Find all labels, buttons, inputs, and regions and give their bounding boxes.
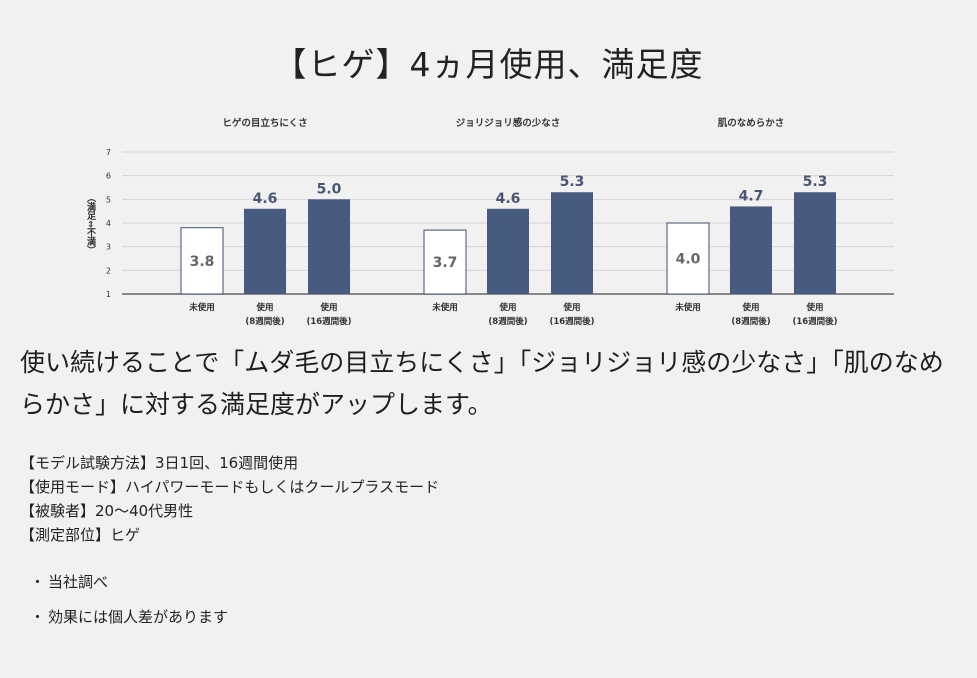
x-category-label: 使用 bbox=[562, 302, 580, 313]
group-title: 肌のなめらかさ bbox=[717, 118, 785, 129]
note-text: 当社調べ bbox=[48, 573, 109, 591]
x-category-label: 未使用 bbox=[188, 302, 215, 313]
x-category-label: 未使用 bbox=[431, 302, 458, 313]
bar-value-label: 4.6 bbox=[253, 191, 278, 207]
bar-value-label: 5.0 bbox=[317, 181, 342, 197]
note-text: 効果には個人差があります bbox=[48, 608, 229, 626]
bar bbox=[666, 222, 710, 295]
group-title: ジョリジョリ感の少なさ bbox=[456, 117, 561, 129]
bullet-icon: ・ bbox=[30, 573, 46, 591]
y-tick-label: 7 bbox=[106, 148, 111, 157]
y-tick-label: 1 bbox=[106, 290, 111, 299]
bar-value-label: 4.7 bbox=[739, 188, 764, 204]
x-category-sublabel: (16週間後) bbox=[306, 316, 351, 327]
bar-value-label: 5.3 bbox=[560, 174, 585, 190]
notes-list: ・当社調べ ・効果には個人差があります bbox=[30, 571, 228, 641]
test-method-line: 【モデル試験方法】3日1回、16週間使用 bbox=[20, 454, 299, 472]
test-mode-line: 【使用モード】ハイパワーモードもしくはクールプラスモード bbox=[20, 478, 440, 496]
y-tick-label: 3 bbox=[106, 243, 111, 252]
y-tick-label: 2 bbox=[106, 266, 111, 275]
x-category-sublabel: (16週間後) bbox=[549, 316, 594, 327]
bar bbox=[244, 208, 286, 294]
x-category-sublabel: (16週間後) bbox=[792, 316, 837, 327]
y-tick-label: 5 bbox=[106, 195, 111, 204]
x-category-sublabel: (8週間後) bbox=[488, 316, 527, 327]
y-tick-label: 6 bbox=[106, 172, 111, 181]
x-category-label: 使用 bbox=[498, 302, 516, 313]
bullet-icon: ・ bbox=[30, 608, 46, 626]
test-subjects-line: 【被験者】20〜40代男性 bbox=[20, 502, 194, 520]
note-item: ・効果には個人差があります bbox=[30, 606, 228, 641]
bar bbox=[794, 192, 836, 294]
bar bbox=[180, 227, 224, 295]
bar bbox=[308, 199, 350, 294]
bar-value-label: 4.6 bbox=[496, 191, 521, 207]
satisfaction-chart: 1 2 3 4 5 6 7 （満足⇔不満） ヒゲの目立ちにくさ 3.8 未使用 4.6 使用 (8週間後)… bbox=[85, 117, 894, 327]
page-title: 【ヒゲ】4ヵ月使用、満足度 bbox=[273, 45, 704, 84]
bar-value-label: 3.7 bbox=[433, 255, 458, 271]
bar-value-label: 4.0 bbox=[676, 252, 701, 268]
group-title: ヒゲの目立ちにくさ bbox=[222, 117, 307, 129]
test-area-line: 【測定部位】ヒゲ bbox=[20, 526, 141, 544]
x-category-label: 使用 bbox=[805, 302, 823, 313]
bar-value-label: 3.8 bbox=[190, 254, 215, 270]
y-axis-label: （満足⇔不満） bbox=[85, 193, 97, 255]
x-category-sublabel: (8週間後) bbox=[731, 316, 770, 327]
test-method-list: 【モデル試験方法】3日1回、16週間使用 【使用モード】ハイパワーモードもしくは… bbox=[20, 451, 439, 547]
x-category-label: 使用 bbox=[319, 302, 337, 313]
x-category-label: 未使用 bbox=[674, 302, 701, 313]
x-category-label: 使用 bbox=[741, 302, 759, 313]
bar bbox=[730, 206, 772, 294]
bar bbox=[423, 229, 467, 295]
note-item: ・当社調べ bbox=[30, 571, 228, 606]
y-tick-label: 4 bbox=[106, 219, 111, 228]
bar bbox=[551, 192, 593, 294]
bar-value-label: 5.3 bbox=[803, 174, 828, 190]
x-category-label: 使用 bbox=[255, 302, 273, 313]
lead-text: 使い続けることで「ムダ毛の目立ちにくさ」「ジョリジョリ感の少なさ」「肌のなめらか… bbox=[20, 348, 944, 419]
x-category-sublabel: (8週間後) bbox=[245, 316, 284, 327]
bar bbox=[487, 208, 529, 294]
